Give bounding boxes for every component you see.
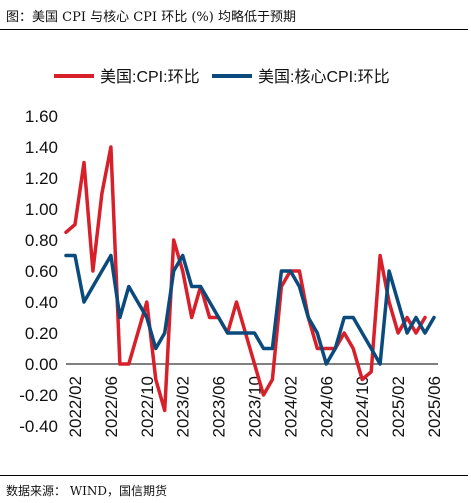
legend-label: 美国:核心CPI:环比 bbox=[258, 68, 390, 86]
core-cpi-mom-series-line bbox=[64, 253, 436, 366]
x-axis-ticks: 2022/02 2022/06 2022/10 2023/02 2023/06 2023/… bbox=[66, 376, 444, 437]
bottom-rule bbox=[0, 475, 468, 476]
y-axis-ticks: -0.40 -0.20 0.00 0.20 0.40 0.60 0.80 1.00 1.20 1.… bbox=[19, 107, 58, 436]
cpi-line-chart: 美国:CPI:环比 美国:核心CPI:环比 -0.40 -0.20 0.00 0.20 0… bbox=[19, 68, 444, 437]
x-tick-label: 2025/06 bbox=[425, 376, 444, 437]
y-tick-label: 1.00 bbox=[25, 200, 58, 219]
x-tick-label: 2024/06 bbox=[317, 376, 336, 437]
data-source-note: 数据来源： WIND，国信期货 bbox=[6, 484, 168, 498]
x-tick-label: 2024/02 bbox=[281, 376, 300, 437]
cpi-mom-series-line bbox=[64, 145, 427, 413]
y-tick-label: 1.20 bbox=[25, 169, 58, 188]
top-rule bbox=[0, 29, 468, 30]
x-tick-label: 2022/10 bbox=[138, 376, 157, 437]
y-tick-label: 0.40 bbox=[25, 293, 58, 312]
y-tick-label: -0.40 bbox=[19, 417, 58, 436]
x-tick-label: 2025/02 bbox=[389, 376, 408, 437]
x-tick-label: 2023/06 bbox=[210, 376, 229, 437]
y-tick-label: -0.20 bbox=[19, 386, 58, 405]
x-tick-label: 2022/02 bbox=[66, 376, 85, 437]
series-lines bbox=[64, 145, 436, 413]
x-tick-label: 2022/06 bbox=[102, 376, 121, 437]
x-tick-label: 2024/10 bbox=[353, 376, 372, 437]
x-tick-label: 2023/10 bbox=[245, 376, 264, 437]
x-tick-label: 2023/02 bbox=[174, 376, 193, 437]
y-tick-label: 0.60 bbox=[25, 262, 58, 281]
y-tick-label: 0.20 bbox=[25, 324, 58, 343]
legend-label: 美国:CPI:环比 bbox=[100, 68, 200, 86]
y-tick-label: 1.40 bbox=[25, 138, 58, 157]
figure-title: 图：美国 CPI 与核心 CPI 环比 (%) 均略低于预期 bbox=[6, 10, 296, 25]
chart-legend: 美国:CPI:环比 美国:核心CPI:环比 bbox=[54, 68, 390, 86]
y-tick-label: 0.00 bbox=[25, 355, 58, 374]
y-tick-label: 1.60 bbox=[25, 107, 58, 126]
y-tick-label: 0.80 bbox=[25, 231, 58, 250]
